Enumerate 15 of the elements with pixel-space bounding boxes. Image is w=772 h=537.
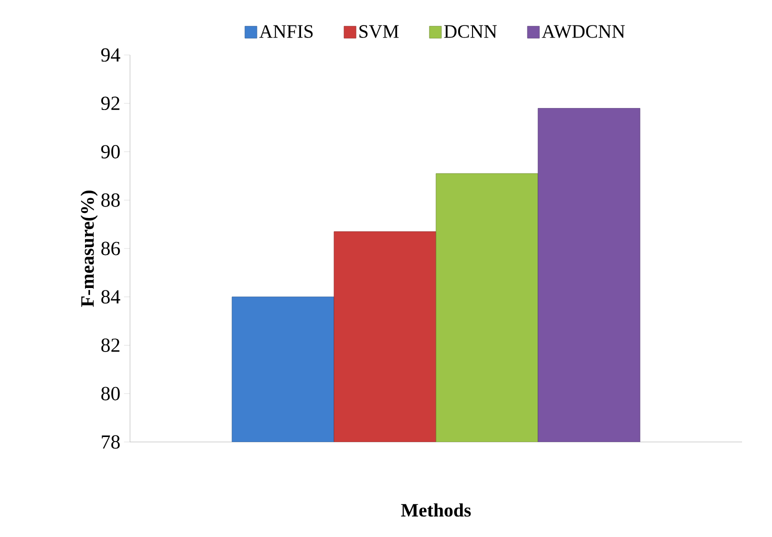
y-tick-label: 78 xyxy=(102,435,120,449)
legend-label: ANFIS xyxy=(259,25,313,38)
legend-label: AWDCNN xyxy=(542,25,625,38)
legend-label: DCNN xyxy=(444,25,497,38)
y-tick-label: 86 xyxy=(101,242,120,256)
y-axis-title: F-measure(%) xyxy=(80,190,98,307)
y-tick-label: 88 xyxy=(101,193,120,207)
y-tick-label: 84 xyxy=(101,290,120,304)
y-tick-label: 80 xyxy=(101,386,120,400)
y-tick-label: 92 xyxy=(101,96,120,110)
y-tick-label: 90 xyxy=(101,145,120,158)
y-tick-label: 82 xyxy=(101,338,120,352)
legend-label: SVM xyxy=(359,25,399,38)
x-axis-title: Methods xyxy=(401,503,471,517)
y-tick-label: 94 xyxy=(101,48,120,62)
